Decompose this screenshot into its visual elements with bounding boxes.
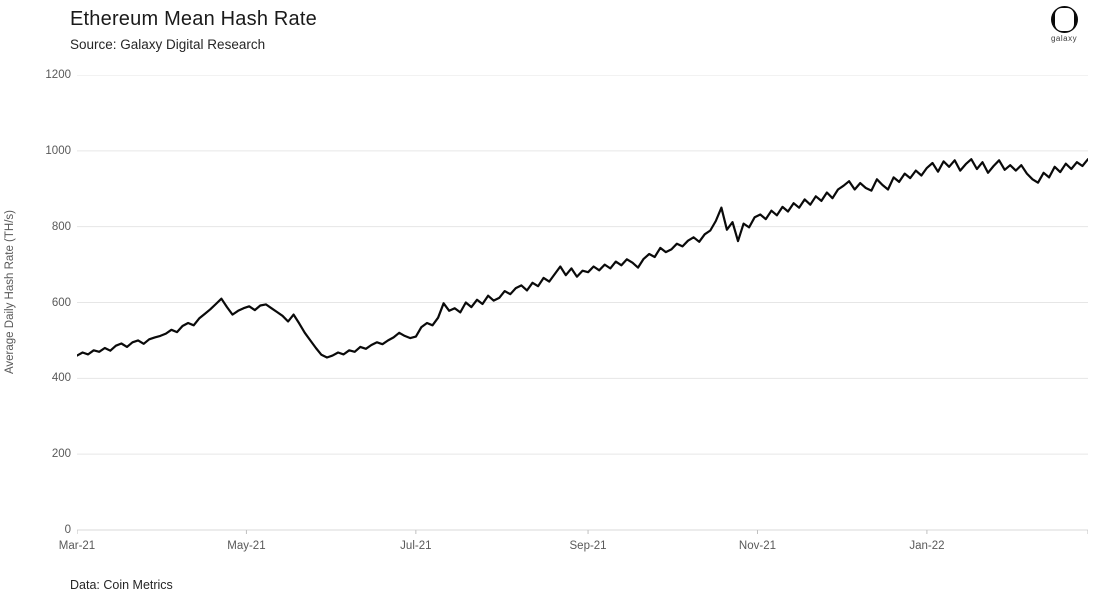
y-tick-label-0: 0 xyxy=(64,524,71,536)
x-tick-label-Mar-21: Mar-21 xyxy=(58,540,96,552)
y-tick-label-1000: 1000 xyxy=(45,144,71,157)
x-tick-label-Sep-21: Sep-21 xyxy=(569,540,607,552)
page-title: Ethereum Mean Hash Rate xyxy=(70,8,317,30)
plot-area xyxy=(75,74,1090,540)
data-source-note: Data: Coin Metrics xyxy=(70,578,173,592)
x-tick-label-Nov-21: Nov-21 xyxy=(738,540,777,552)
y-tick-label-600: 600 xyxy=(51,296,71,309)
galaxy-logo-text: galaxy xyxy=(1050,34,1078,43)
y-tick-label-800: 800 xyxy=(51,220,71,233)
galaxy-logo-icon xyxy=(1050,6,1078,33)
hash-rate-series xyxy=(75,158,1090,359)
y-tick-label-1200: 1200 xyxy=(45,69,71,81)
galaxy-logo-hole xyxy=(1054,8,1074,31)
y-tick-label-400: 400 xyxy=(51,372,71,385)
y-axis-title: Average Daily Hash Rate (TH/s) xyxy=(4,210,16,375)
x-tick-label-Jan-22: Jan-22 xyxy=(909,540,945,552)
hash-rate-line-chart xyxy=(75,74,1090,534)
x-tick-label-May-21: May-21 xyxy=(227,540,266,552)
chart-subtitle: Source: Galaxy Digital Research xyxy=(70,37,266,52)
x-tick-label-Jul-21: Jul-21 xyxy=(400,540,432,552)
y-tick-label-200: 200 xyxy=(51,448,71,461)
galaxy-logo: galaxy xyxy=(1042,6,1086,43)
